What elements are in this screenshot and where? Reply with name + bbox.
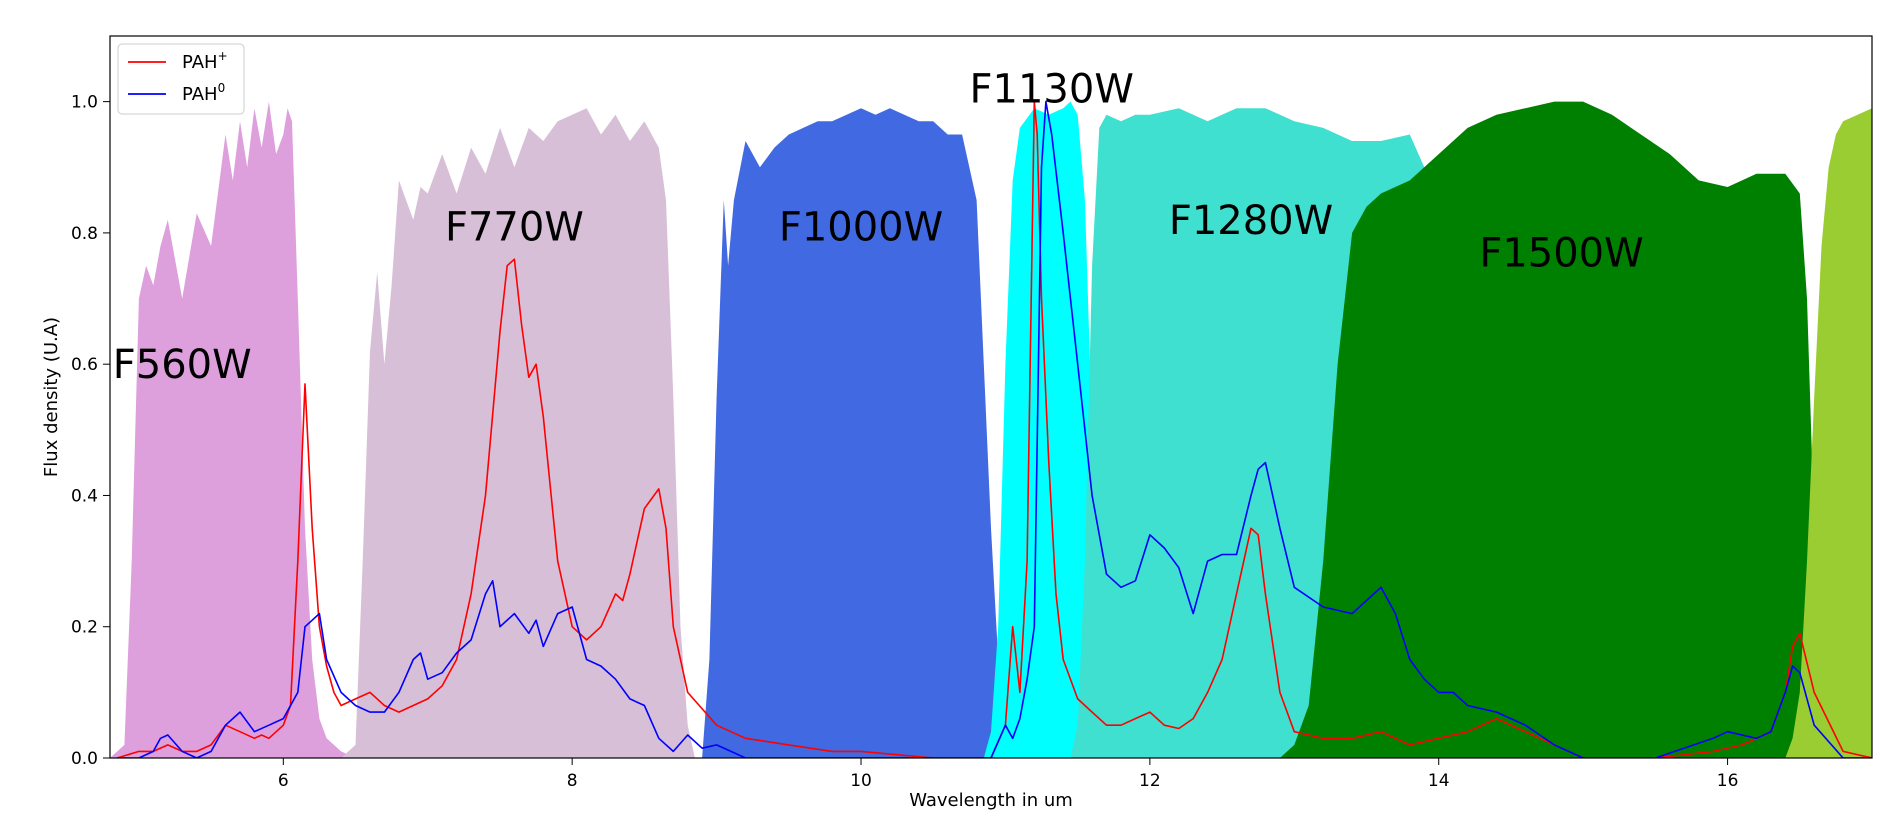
band-label-f1130w: F1130W xyxy=(970,67,1134,113)
series-line-pah0 xyxy=(117,100,1872,758)
legend: PAH+PAH0 xyxy=(117,43,245,115)
x-tick-label: 16 xyxy=(1717,771,1739,791)
spectra-lines xyxy=(116,100,1872,758)
y-tick-label: 0.8 xyxy=(71,224,98,244)
band-label-f770w: F770W xyxy=(445,204,584,250)
x-axis: 6 8 10 12 14 16 xyxy=(278,758,1738,791)
filter-band-f770w xyxy=(341,108,695,758)
band-label-f560w: F560W xyxy=(113,342,252,388)
filter-bands xyxy=(110,101,1872,758)
filter-band-f560w xyxy=(110,101,356,758)
x-tick-label: 14 xyxy=(1428,771,1450,791)
filter-band-f1000w xyxy=(702,108,1013,758)
filter-band-edge-6 xyxy=(1785,108,1872,758)
x-tick-label: 10 xyxy=(850,771,872,791)
y-tick-label: 0.2 xyxy=(71,618,98,638)
y-tick-label: 0.6 xyxy=(71,355,98,375)
y-tick-label: 0.0 xyxy=(71,749,98,769)
band-label-f1000w: F1000W xyxy=(779,204,943,250)
x-tick-label: 8 xyxy=(567,771,578,791)
series-line-pah- xyxy=(116,100,1872,758)
x-tick-label: 6 xyxy=(278,771,289,791)
filter-band-f1130w xyxy=(983,101,1114,758)
plot-frame xyxy=(109,35,1873,759)
y-tick-label: 0.4 xyxy=(71,486,98,506)
band-label-f1280w: F1280W xyxy=(1169,198,1333,244)
x-axis-title: Wavelength in um xyxy=(909,790,1073,811)
y-axis-title: Flux density (U.A) xyxy=(41,317,62,477)
x-tick-label: 12 xyxy=(1139,771,1161,791)
filter-band-f1500w xyxy=(1279,101,1829,758)
band-labels: F560W F770W F1000W F1130W F1280W F1500W xyxy=(113,67,1644,389)
band-label-f1500w: F1500W xyxy=(1479,231,1643,277)
y-axis: 0.0 0.2 0.4 0.6 0.8 1.0 xyxy=(71,93,110,769)
y-tick-label: 1.0 xyxy=(71,93,98,113)
